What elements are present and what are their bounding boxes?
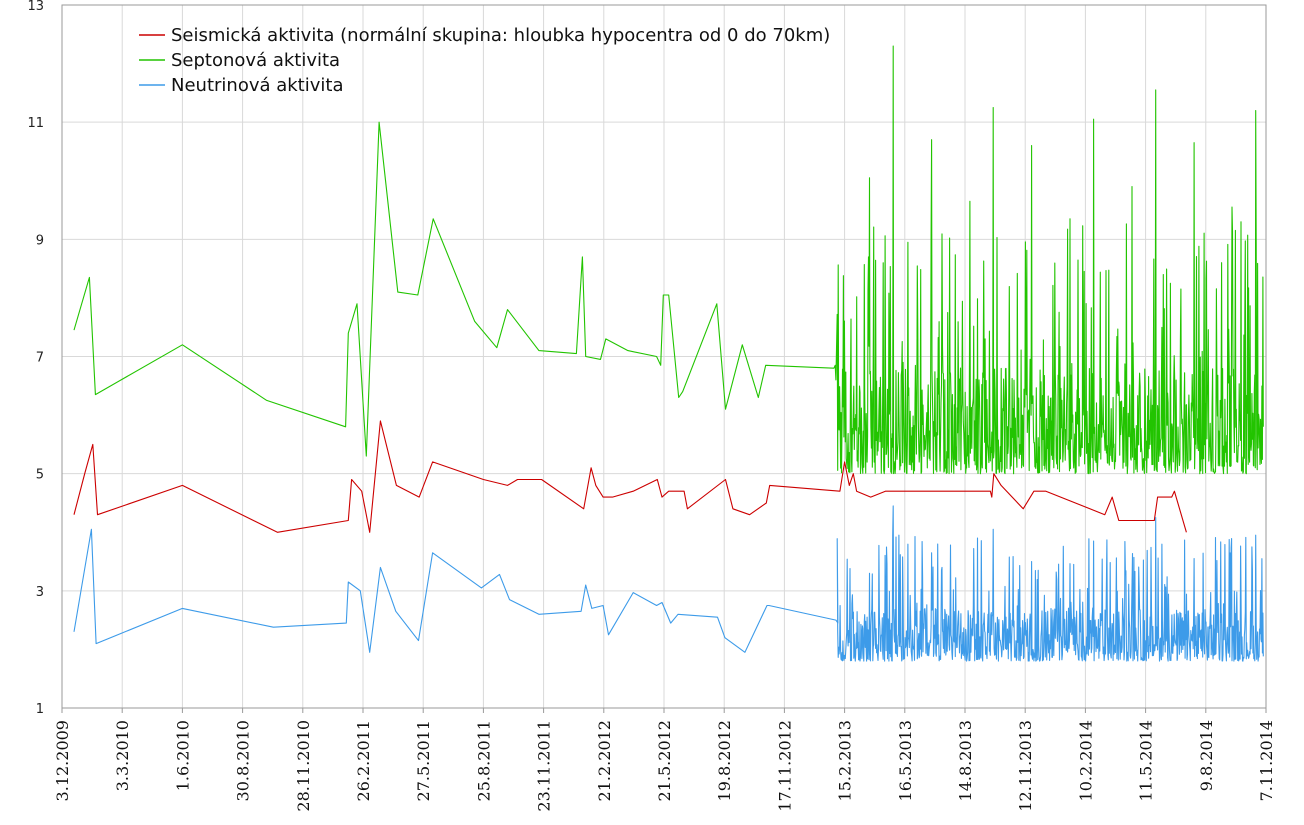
series-line-0	[73, 420, 1187, 533]
x-tick-label: 26.2.2011	[354, 720, 373, 801]
x-tick-label: 1.6.2010	[173, 720, 192, 791]
x-tick-label: 23.11.2011	[535, 720, 554, 812]
x-tick-label: 25.8.2011	[474, 720, 493, 801]
legend-label-septon: Septonová aktivita	[171, 50, 340, 71]
x-tick-labels: 3.12.2009 3.3.2010 1.6.2010 30.8.2010 28.11.…	[53, 720, 1276, 812]
x-tick-label: 19.8.2012	[715, 720, 734, 801]
y-tick-label: 11	[27, 116, 44, 131]
x-tick-label: 15.2.2013	[836, 720, 855, 801]
y-tick-label: 13	[27, 0, 44, 14]
legend: Seismická aktivita (normální skupina: hl…	[139, 25, 830, 96]
x-tick-label: 14.8.2013	[956, 720, 975, 801]
legend-label-neutrino: Neutrinová aktivita	[171, 75, 344, 96]
series-layer	[73, 45, 1264, 662]
x-tick-label: 17.11.2012	[775, 720, 794, 812]
legend-label-seismic: Seismická aktivita (normální skupina: hl…	[171, 25, 830, 46]
x-tick-label: 16.5.2013	[896, 720, 915, 801]
x-tick-label: 21.2.2012	[595, 720, 614, 801]
x-tick-label: 27.5.2011	[414, 720, 433, 801]
x-tick-label: 7.11.2014	[1257, 720, 1276, 801]
x-tick-label: 30.8.2010	[234, 720, 253, 801]
x-tick-label: 28.11.2010	[294, 720, 313, 812]
series-line-1	[73, 45, 1264, 475]
x-tick-label: 11.5.2014	[1137, 720, 1156, 801]
series-line-2	[73, 505, 1264, 662]
axes	[61, 4, 1267, 713]
y-tick-label: 9	[36, 233, 44, 248]
x-tick-label: 21.5.2012	[655, 720, 674, 801]
y-tick-label: 7	[36, 351, 44, 366]
x-tick-label: 9.8.2014	[1197, 720, 1216, 791]
y-tick-label: 1	[36, 702, 44, 717]
x-tick-label: 3.12.2009	[53, 720, 72, 801]
x-tick-label: 12.11.2013	[1016, 720, 1035, 812]
y-tick-label: 3	[36, 585, 44, 600]
x-tick-label: 10.2.2014	[1076, 720, 1095, 801]
x-tick-label: 3.3.2010	[113, 720, 132, 791]
y-tick-label: 5	[36, 468, 44, 483]
plot-frame	[61, 4, 1267, 709]
